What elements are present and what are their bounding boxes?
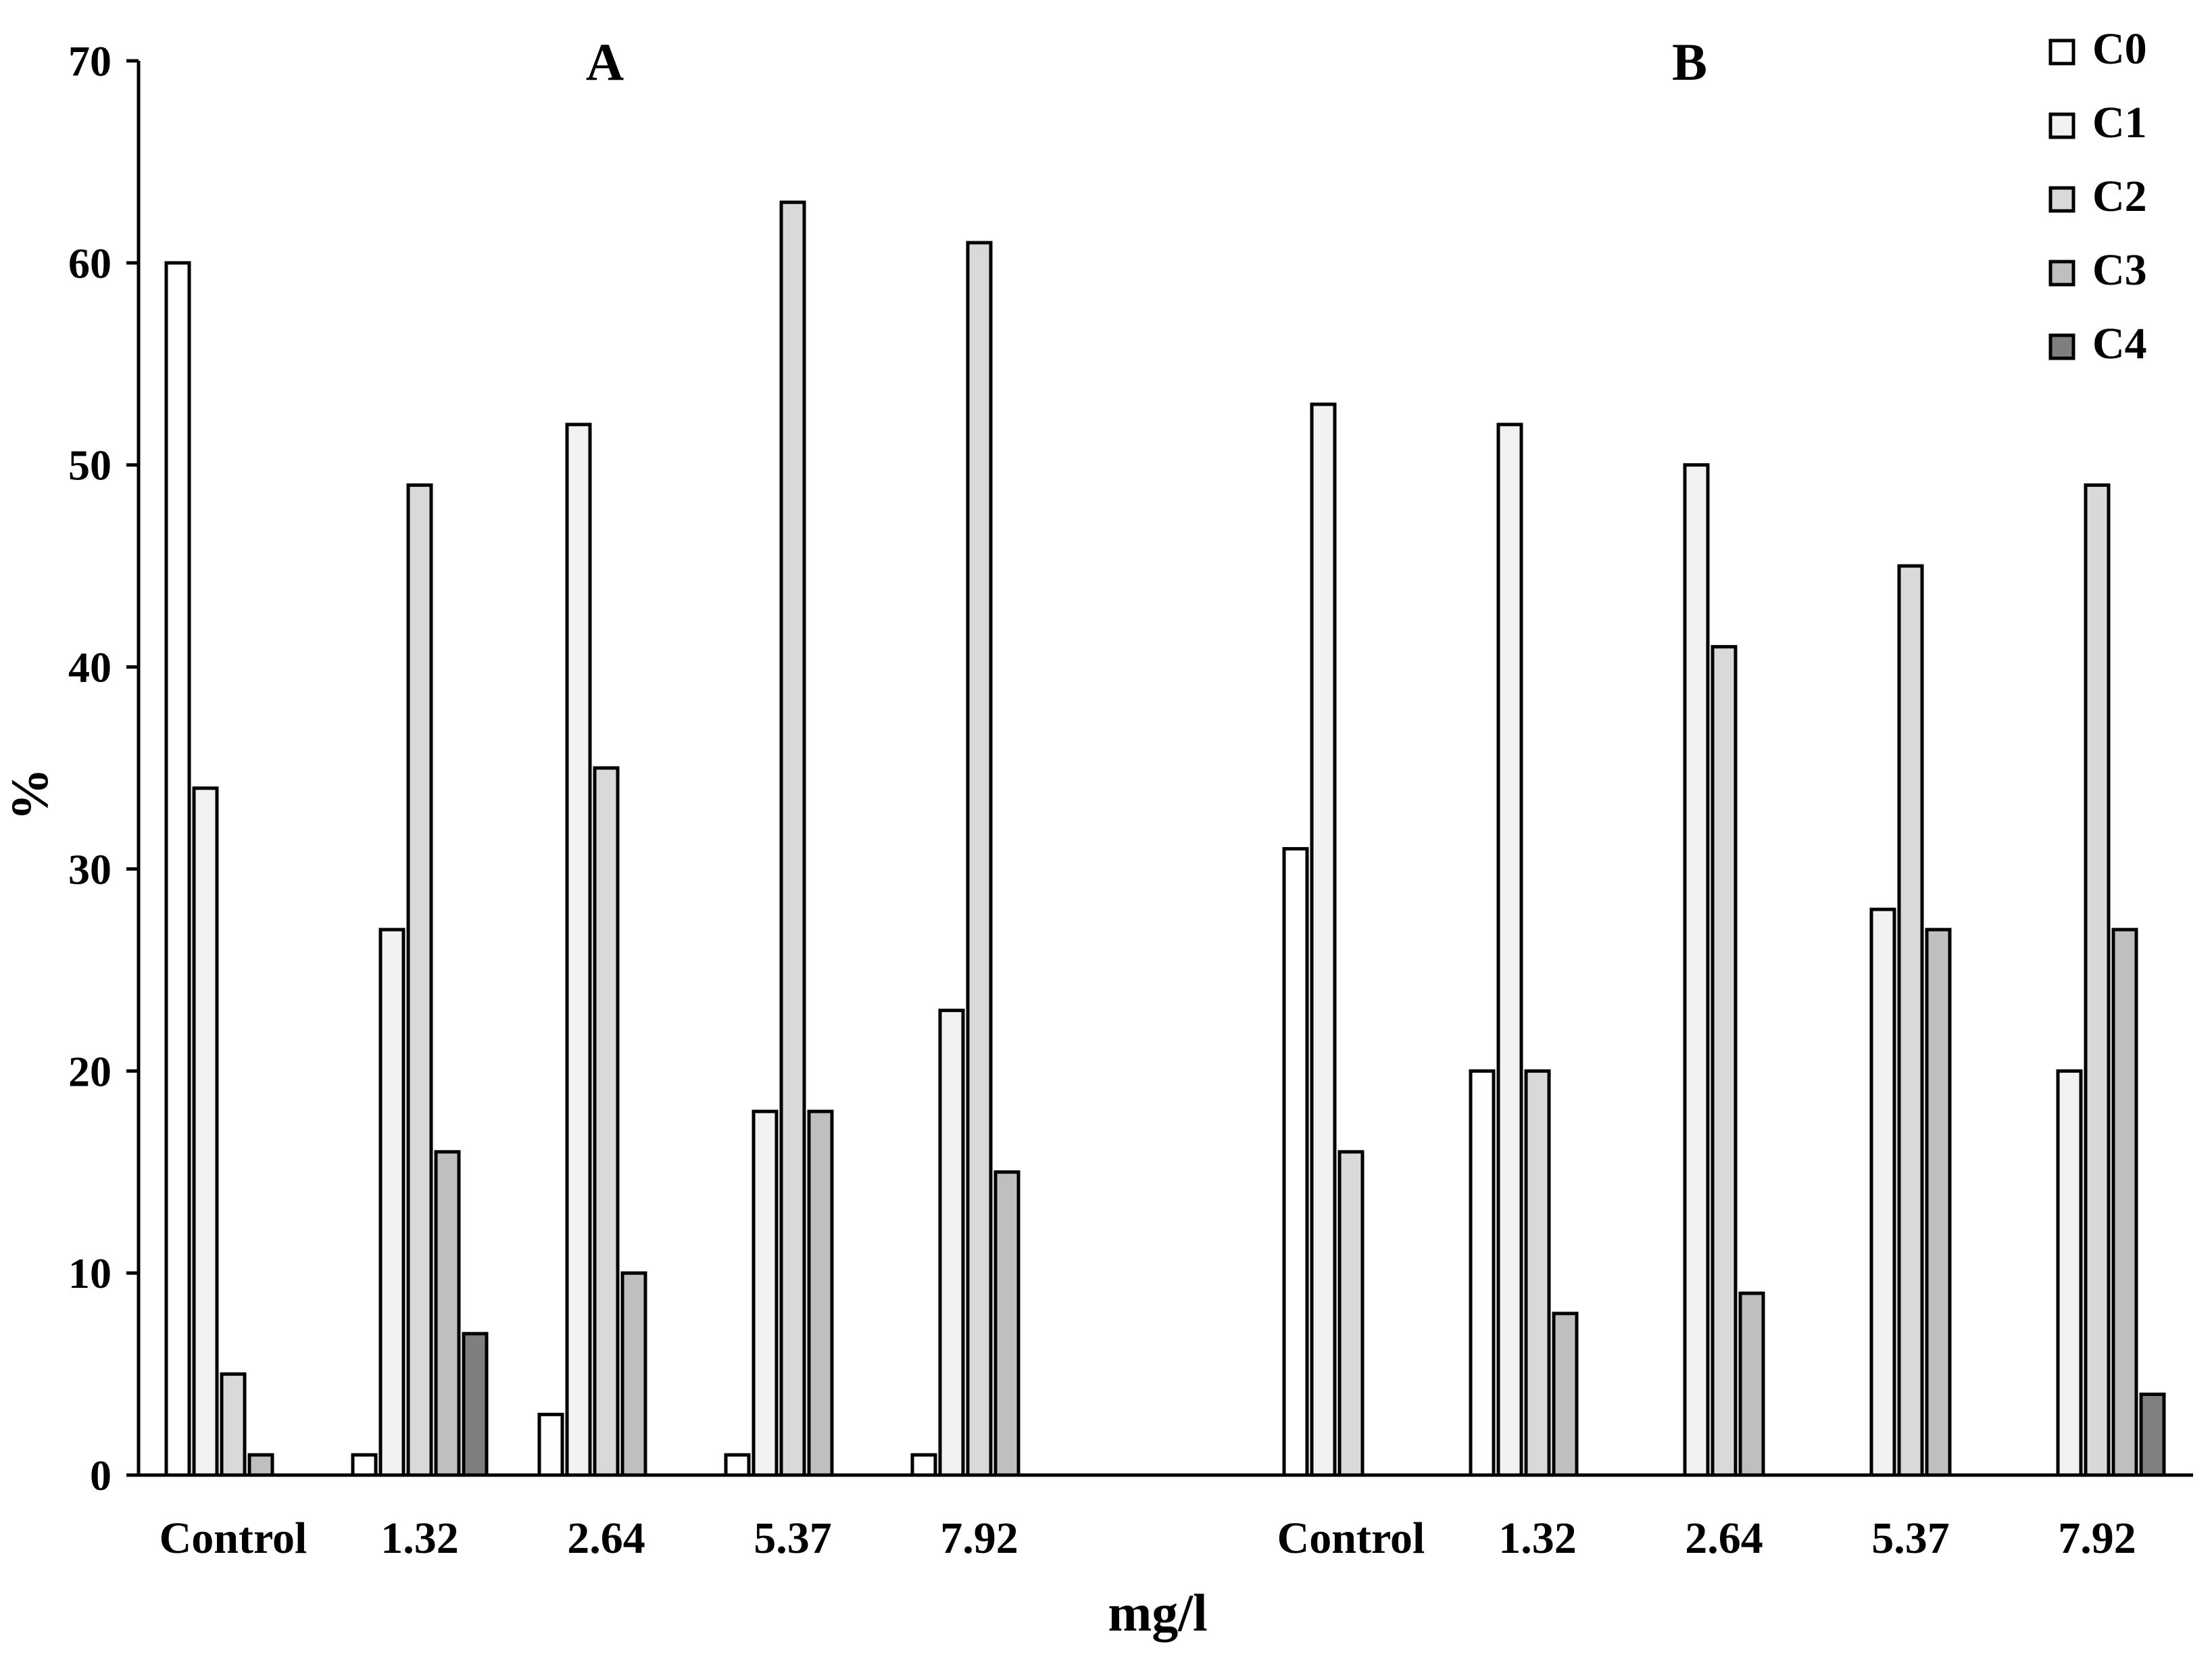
x-category-label: 7.92 — [940, 1514, 1018, 1563]
legend-swatch-c3 — [2048, 260, 2075, 287]
bar-a-c2 — [966, 241, 993, 1477]
y-tick-label: 50 — [68, 441, 112, 489]
bar-b-c3 — [1552, 1311, 1579, 1477]
bar-b-c3 — [1738, 1291, 1765, 1477]
y-tick-label: 40 — [68, 644, 112, 692]
bar-b-c0 — [1469, 1069, 1496, 1477]
legend-swatch-c0 — [2048, 39, 2075, 66]
panel-label-a: A — [586, 32, 624, 91]
bar-a-c3 — [993, 1170, 1021, 1477]
bar-a-c1 — [938, 1009, 965, 1477]
bar-a-c2 — [406, 483, 433, 1477]
y-tick-label: 10 — [68, 1249, 112, 1297]
bar-a-c2 — [593, 766, 620, 1477]
bar-b-c2 — [2084, 483, 2111, 1477]
bar-a-c0 — [724, 1453, 751, 1477]
y-tick-label: 20 — [68, 1047, 112, 1095]
x-category-label: Control — [1277, 1514, 1425, 1563]
x-category-label: 1.32 — [380, 1514, 459, 1563]
bar-a-c3 — [807, 1109, 834, 1477]
x-category-label: 5.37 — [754, 1514, 832, 1563]
bar-b-c1 — [2056, 1069, 2083, 1477]
x-category-label: 5.37 — [1871, 1514, 1950, 1563]
legend-label-c4: C4 — [2092, 319, 2147, 368]
x-category-label: Control — [159, 1514, 308, 1563]
bar-a-c3 — [620, 1271, 647, 1477]
x-category-label: 1.32 — [1498, 1514, 1577, 1563]
legend-swatch-c4 — [2048, 333, 2075, 360]
y-tick-label: 30 — [68, 845, 112, 893]
bar-a-c1 — [752, 1109, 779, 1477]
legend-swatch-c1 — [2048, 112, 2075, 139]
bar-b-c4 — [2139, 1392, 2166, 1477]
legend-label-c2: C2 — [2092, 172, 2147, 221]
bar-a-c1 — [192, 786, 219, 1477]
y-axis-ticks: 0 10 20 30 40 50 60 70 — [68, 37, 139, 1499]
y-tick-label: 0 — [90, 1451, 112, 1499]
bars-layer — [164, 200, 2166, 1477]
bar-a-c3 — [434, 1150, 461, 1477]
bar-b-c1 — [1310, 402, 1337, 1477]
bar-b-c2 — [1711, 645, 1738, 1477]
y-tick-label: 60 — [68, 239, 112, 287]
legend-label-c0: C0 — [2092, 24, 2147, 74]
bar-a-c1 — [565, 423, 592, 1477]
x-category-label: 7.92 — [2058, 1514, 2136, 1563]
bar-a-c0 — [351, 1453, 378, 1477]
bar-b-c2 — [1337, 1150, 1365, 1477]
bar-a-c1 — [378, 928, 405, 1477]
bar-b-c0 — [1282, 847, 1309, 1477]
bar-a-c2 — [220, 1372, 247, 1477]
bar-b-c1 — [1683, 463, 1710, 1477]
x-axis-category-labels: Control 1.32 2.64 5.37 7.92 Control 1.32 2.64 5.… — [159, 1514, 2136, 1563]
legend: C0 C1 C2 C3 C4 — [2048, 24, 2147, 368]
legend-swatch-c2 — [2048, 186, 2075, 213]
bar-a-c0 — [910, 1453, 937, 1477]
bar-a-c3 — [247, 1453, 274, 1477]
bar-a-c0 — [164, 261, 191, 1477]
bar-b-c2 — [1897, 564, 1924, 1477]
bar-b-c2 — [1524, 1069, 1551, 1477]
bar-a-c2 — [779, 200, 806, 1477]
bar-a-c4 — [462, 1332, 489, 1477]
bar-b-c1 — [1869, 907, 1896, 1477]
bar-b-c3 — [1925, 928, 1952, 1477]
bar-b-c3 — [2111, 928, 2138, 1477]
x-category-label: 2.64 — [1685, 1514, 1763, 1563]
x-category-label: 2.64 — [567, 1514, 645, 1563]
legend-label-c1: C1 — [2092, 98, 2147, 147]
y-axis-title: % — [0, 768, 59, 821]
bar-a-c0 — [537, 1412, 564, 1477]
x-axis-title: mg/l — [1108, 1583, 1207, 1642]
panel-label-b: B — [1672, 32, 1707, 91]
legend-label-c3: C3 — [2092, 245, 2147, 295]
bar-b-c1 — [1496, 423, 1523, 1477]
y-tick-label: 70 — [68, 37, 112, 85]
